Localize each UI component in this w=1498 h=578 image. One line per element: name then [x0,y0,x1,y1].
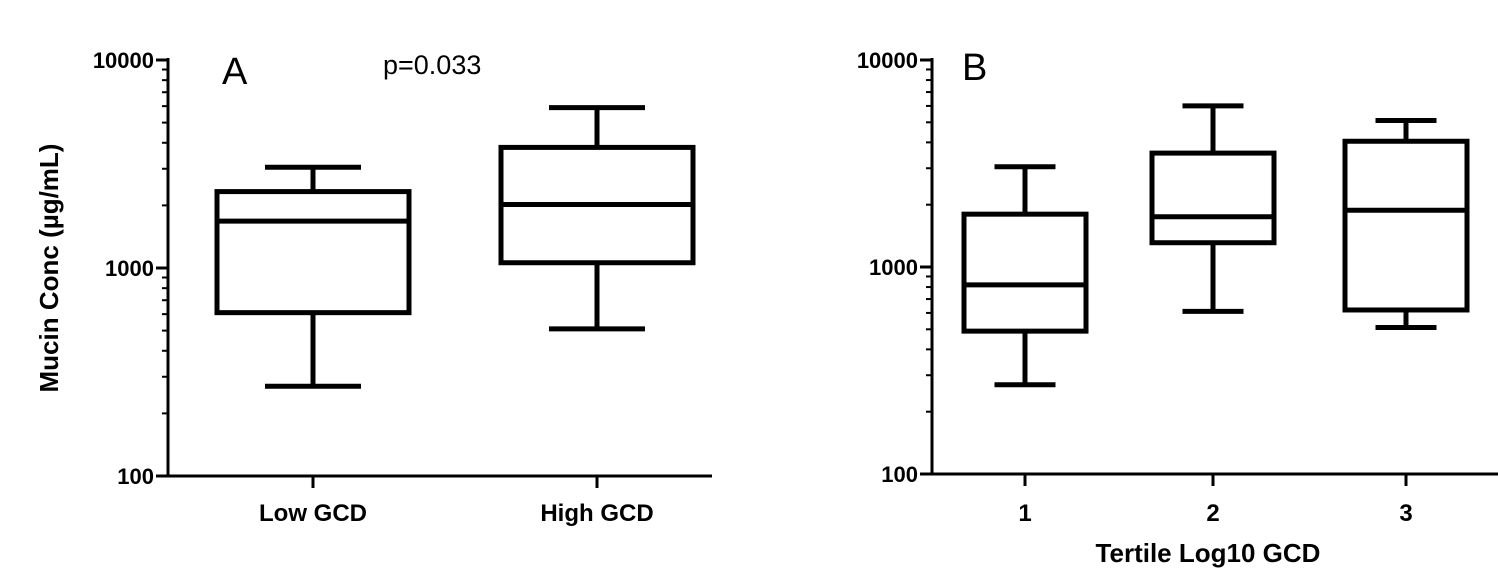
iqr-box [214,189,412,316]
iqr-box [1149,150,1277,246]
panel-a: Mucin Conc (µg/mL) A p=0.033 100 1000 1000… [34,48,712,527]
p-value-annotation: p=0.033 [383,50,481,80]
y-tick-label: 100 [117,464,154,489]
x-category-label: High GCD [540,500,653,527]
x-category-label: Low GCD [259,500,367,527]
panel-b: B Tertile Log10 GCD 100 1000 10000 1 2 3 [857,47,1498,568]
box-plot-2 [498,105,696,332]
y-tick-label: 100 [881,462,918,487]
y-axis-title: Mucin Conc (µg/mL) [34,144,64,393]
panel-letter: B [962,47,987,89]
box-plot-1 [214,164,412,389]
axes: 100 1000 10000 1 2 3 [857,48,1498,527]
iqr-box [961,211,1089,334]
y-tick-label: 1000 [105,256,154,281]
iqr-box [1342,138,1470,313]
box-plot-1 [961,164,1089,388]
box-plot-3 [1342,118,1470,331]
y-tick-label: 10000 [857,48,918,73]
boxes [961,103,1470,388]
axes: 100 1000 10000 Low GCD High GCD [93,48,712,527]
panel-letter: A [222,51,248,93]
x-category-label: 3 [1399,500,1412,527]
x-axis-title: Tertile Log10 GCD [1096,538,1321,568]
y-tick-label: 1000 [869,255,918,280]
y-tick-label: 10000 [93,48,154,73]
box-plot-2 [1149,103,1277,314]
x-category-label: 1 [1018,500,1031,527]
x-category-label: 2 [1206,500,1219,527]
boxes [214,105,696,389]
